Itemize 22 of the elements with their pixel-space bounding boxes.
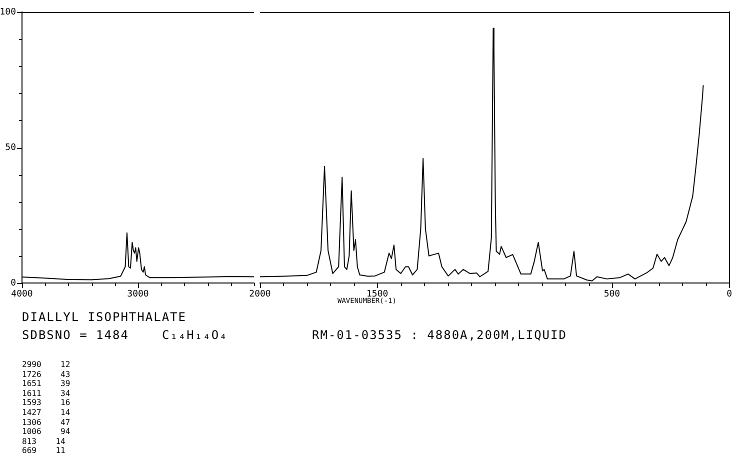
x-tick-label: 500 bbox=[604, 290, 620, 300]
text: DIALLYL ISOPHTHALATE bbox=[22, 310, 186, 324]
text: SDBSNO = 1484 bbox=[22, 328, 130, 342]
x-tick-label: 4000 bbox=[11, 290, 33, 300]
x-tick-label: 3000 bbox=[127, 290, 149, 300]
text: 1593 16 bbox=[22, 398, 70, 408]
text: 1726 43 bbox=[22, 370, 70, 380]
y-tick-label: 0 bbox=[10, 278, 16, 288]
text: 1427 14 bbox=[22, 408, 70, 418]
text: 813 14 bbox=[22, 436, 66, 446]
text: 1306 47 bbox=[22, 418, 70, 428]
text: RM-01-03535 : 4880A,200M,LIQUID bbox=[312, 328, 567, 342]
x-tick-label: 0 bbox=[726, 290, 732, 300]
text: 1006 94 bbox=[22, 427, 70, 437]
y-tick-label: 50 bbox=[5, 142, 16, 153]
text: C₁₄H₁₄O₄ bbox=[162, 328, 229, 342]
text: 1651 39 bbox=[22, 379, 70, 389]
y-tick-label: 100 bbox=[0, 7, 16, 18]
x-tick-label: 2000 bbox=[249, 290, 271, 300]
text: 2990 12 bbox=[22, 360, 70, 370]
text: 1611 34 bbox=[22, 388, 70, 398]
text: 669 11 bbox=[22, 446, 66, 456]
